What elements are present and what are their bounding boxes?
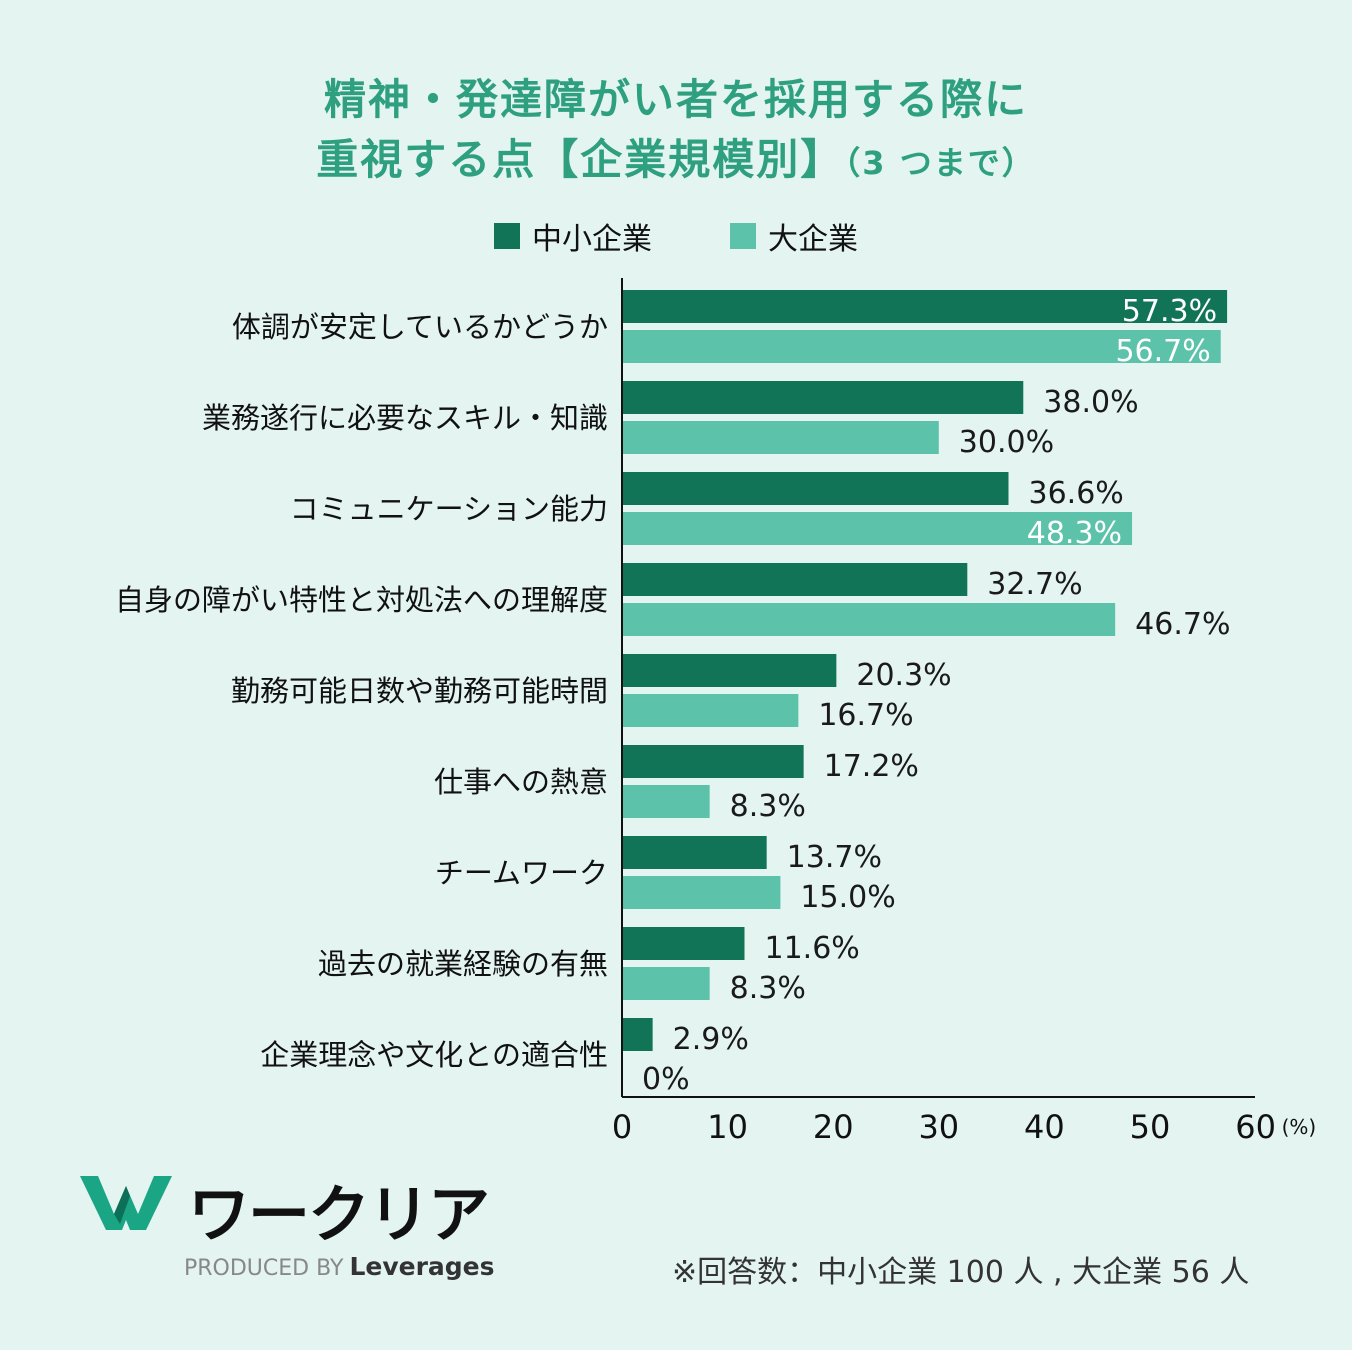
bar-chart: 体調が安定しているかどうか 57.3% 56.7% 業務遂行に必要なスキル・知識 38.… (115, 278, 1317, 1146)
bar-sme (622, 745, 804, 778)
bar-sme (622, 927, 745, 960)
produced-by-label: PRODUCED BY (184, 1256, 344, 1281)
data-label: 46.7% (1135, 607, 1230, 642)
data-label: 56.7% (1115, 334, 1210, 369)
logo-wordmark: ワークリア (188, 1178, 490, 1251)
bar-large (622, 876, 781, 909)
bar-sme (622, 472, 1009, 505)
respondent-count-note: ※回答数：中小企業 100 人 , 大企業 56 人 (672, 1255, 1250, 1290)
data-label: 13.7% (787, 840, 882, 875)
data-label: 8.3% (730, 971, 806, 1006)
title-line-2-main: 重視する点【企業規模別】 (316, 135, 845, 184)
bar-sme (622, 1018, 653, 1051)
data-label: 2.9% (673, 1022, 749, 1057)
bar-large (622, 694, 799, 727)
legend-label-sme: 中小企業 (532, 222, 652, 257)
category-label: チームワーク (435, 856, 608, 890)
x-tick-label: 20 (813, 1108, 854, 1146)
category-label: 業務遂行に必要なスキル・知識 (202, 401, 608, 435)
title-line-2: 重視する点【企業規模別】（3 つまで） (0, 130, 1352, 193)
legend-item-large: 大企業 (730, 214, 858, 258)
x-tick-label: 30 (918, 1108, 959, 1146)
bar-large (622, 421, 939, 454)
x-tick-label: 50 (1130, 1108, 1171, 1146)
category-label: 仕事への熱意 (434, 765, 608, 799)
data-label: 8.3% (730, 789, 806, 824)
legend-swatch-sme (494, 223, 520, 249)
data-label: 48.3% (1027, 516, 1122, 551)
x-axis-unit: (%) (1282, 1115, 1317, 1139)
produced-by-company: Leverages (349, 1252, 495, 1281)
x-tick-label: 0 (612, 1108, 632, 1146)
data-label: 36.6% (1028, 476, 1123, 511)
bar-large (622, 512, 1133, 545)
data-label: 38.0% (1043, 385, 1138, 420)
legend-swatch-large (730, 223, 756, 249)
x-tick-label: 10 (707, 1108, 748, 1146)
data-label: 30.0% (959, 425, 1054, 460)
data-label: 0% (642, 1062, 690, 1097)
data-label: 11.6% (764, 931, 859, 966)
category-label: コミュニケーション能力 (290, 492, 608, 526)
data-label: 32.7% (987, 567, 1082, 602)
bar-sme (622, 836, 767, 869)
w-logo-icon (80, 1176, 172, 1230)
bar-large (622, 603, 1116, 636)
bar-sme (622, 563, 968, 596)
title-line-1: 精神・発達障がい者を採用する際に (323, 75, 1028, 124)
bar-large (622, 967, 710, 1000)
data-label: 17.2% (824, 749, 919, 784)
legend: 中小企業 大企業 (0, 214, 1352, 258)
category-label: 企業理念や文化との適合性 (260, 1038, 608, 1072)
category-label: 体調が安定しているかどうか (232, 310, 608, 344)
bar-sme (622, 381, 1024, 414)
data-label: 57.3% (1122, 294, 1217, 329)
workclear-logo: ワークリア PRODUCED BY Leverages (80, 1170, 495, 1281)
produced-by: PRODUCED BY Leverages (184, 1252, 495, 1281)
bar-large (622, 330, 1221, 363)
x-tick-label: 40 (1024, 1108, 1065, 1146)
legend-item-sme: 中小企業 (494, 214, 652, 258)
data-label: 20.3% (856, 658, 951, 693)
data-label: 16.7% (818, 698, 913, 733)
bar-sme (622, 290, 1228, 323)
category-label: 過去の就業経験の有無 (318, 947, 608, 981)
bar-sme (622, 654, 837, 687)
x-tick-label: 60 (1235, 1108, 1276, 1146)
category-label: 自身の障がい特性と対処法への理解度 (115, 583, 608, 617)
category-label: 勤務可能日数や勤務可能時間 (231, 674, 608, 708)
chart-title: 精神・発達障がい者を採用する際に 重視する点【企業規模別】（3 つまで） (0, 70, 1352, 193)
data-label: 15.0% (800, 880, 895, 915)
title-note: （3 つまで） (844, 144, 1036, 182)
bar-large (622, 785, 710, 818)
legend-label-large: 大企業 (768, 222, 858, 257)
